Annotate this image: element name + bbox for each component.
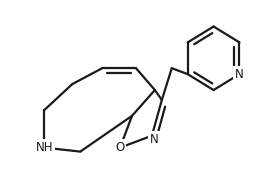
Text: N: N [235, 68, 244, 81]
Text: NH: NH [36, 141, 53, 154]
Text: O: O [115, 141, 125, 154]
Text: N: N [149, 133, 158, 146]
